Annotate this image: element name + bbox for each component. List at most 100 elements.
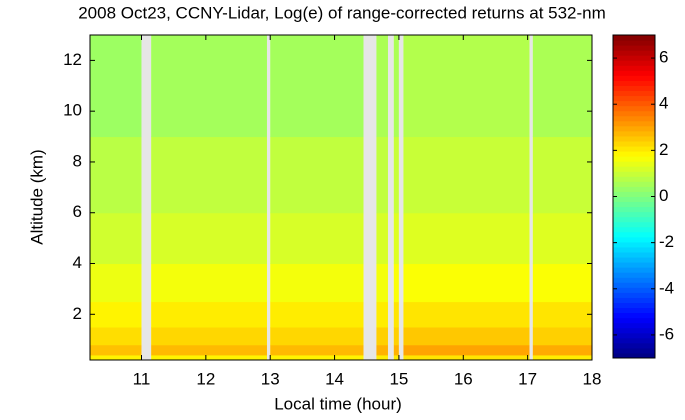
colorbar-swatch [613, 352, 655, 359]
cell [393, 35, 399, 138]
colorbar-swatch [613, 287, 655, 293]
cell [270, 263, 364, 303]
cell [151, 136, 267, 214]
y-axis-label: Altitude (km) [27, 149, 46, 244]
cell [151, 263, 267, 303]
cell [393, 344, 399, 356]
colorbar-swatch [613, 307, 655, 314]
cell [376, 136, 388, 214]
colorbar-swatch [613, 206, 655, 213]
cell [151, 354, 267, 361]
cell [270, 35, 364, 138]
colorbar-swatch [613, 327, 655, 334]
colorbar-tick-label: -2 [659, 232, 674, 251]
gap [398, 35, 404, 138]
gap [398, 354, 404, 361]
cell [376, 354, 388, 361]
cell [532, 354, 592, 361]
colorbar-swatch [613, 322, 655, 329]
gap [398, 263, 404, 303]
colorbar-swatch [613, 130, 655, 137]
cell [403, 212, 530, 265]
cell [270, 344, 364, 356]
colorbar-swatch [613, 252, 655, 258]
colorbar-swatch [613, 282, 655, 288]
cell [90, 35, 142, 138]
gap [266, 301, 271, 328]
colorbar-swatch [613, 115, 655, 122]
cell [376, 212, 388, 265]
cell [532, 136, 592, 214]
gap [387, 354, 394, 361]
gap [141, 212, 152, 265]
cell [90, 136, 142, 214]
cell [90, 344, 142, 356]
colorbar-swatch [613, 176, 655, 182]
colorbar-swatch [613, 267, 655, 273]
colorbar-tick-label: 0 [659, 186, 668, 205]
gap [529, 212, 533, 265]
cell [532, 212, 592, 265]
cell [393, 136, 399, 214]
y-tick-label: 12 [63, 50, 82, 69]
gap [529, 354, 533, 361]
cell [270, 301, 364, 328]
colorbar-swatch [613, 191, 655, 197]
gap [387, 212, 394, 265]
colorbar-swatch [613, 45, 655, 51]
cell [393, 326, 399, 346]
cell [90, 263, 142, 303]
colorbar-swatch [613, 140, 655, 147]
x-tick-label: 17 [518, 369, 537, 388]
colorbar-swatch [613, 135, 655, 142]
colorbar-swatch [613, 146, 655, 152]
colorbar-swatch [613, 236, 655, 243]
x-tick-label: 12 [196, 369, 215, 388]
cell [403, 263, 530, 303]
colorbar-swatch [613, 347, 655, 354]
gap [266, 212, 271, 265]
gap [141, 35, 152, 138]
colorbar-swatch [613, 161, 655, 167]
colorbar-swatch [613, 70, 655, 76]
colorbar-swatch [613, 105, 655, 112]
colorbar-tick-label: -6 [659, 324, 674, 343]
cell [376, 326, 388, 346]
colorbar-swatch [613, 100, 655, 107]
gap [141, 301, 152, 328]
colorbar-swatch [613, 120, 655, 127]
gap [387, 136, 394, 214]
cell [403, 326, 530, 346]
cell [376, 35, 388, 138]
gap [529, 136, 533, 214]
cell [376, 263, 388, 303]
x-tick-label: 16 [454, 369, 473, 388]
cell [270, 136, 364, 214]
colorbar-swatch [613, 171, 655, 177]
gap [266, 136, 271, 214]
gap [266, 354, 271, 361]
gap [363, 136, 377, 214]
gap [529, 35, 533, 138]
colorbar-swatch [613, 151, 655, 157]
cell [151, 301, 267, 328]
colorbar-swatch [613, 201, 655, 208]
colorbar-swatch [613, 186, 655, 192]
gap [387, 263, 394, 303]
gap [529, 263, 533, 303]
colorbar-swatch [613, 246, 655, 253]
gap [141, 263, 152, 303]
gap [398, 326, 404, 346]
gap [141, 344, 152, 356]
gap [387, 344, 394, 356]
colorbar-swatch [613, 221, 655, 228]
gap [141, 136, 152, 214]
colorbar-swatch [613, 277, 655, 283]
colorbar-swatch [613, 196, 655, 203]
cell [151, 326, 267, 346]
gap [398, 344, 404, 356]
colorbar-tick-label: 4 [659, 94, 668, 113]
gap [398, 301, 404, 328]
colorbar-swatch [613, 231, 655, 238]
colorbar-swatch [613, 226, 655, 233]
